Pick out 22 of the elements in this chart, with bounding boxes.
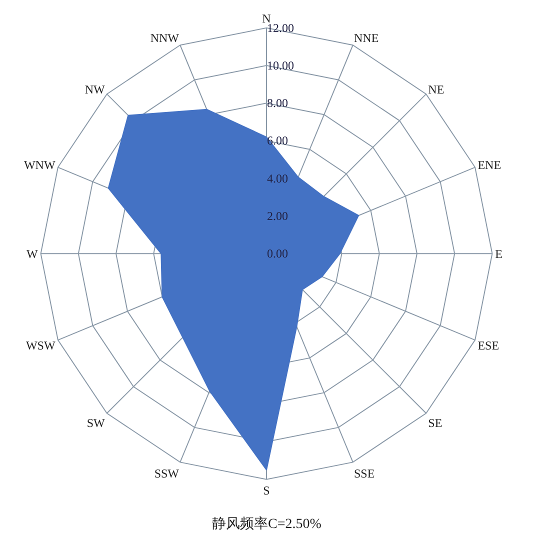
text: 静风频率C=2.50% [212,516,322,532]
spoke-label: NNW [150,30,180,45]
spoke-label: WNW [24,158,56,172]
spoke-label: E [495,246,502,261]
spoke-label: NNE [354,30,379,45]
spoke-label: ENE [478,158,502,172]
y-tick-label: 0.00 [267,246,288,261]
y-tick-label: 4.00 [267,171,288,186]
spoke-label: WSW [26,338,56,353]
spoke-label: SSW [154,466,180,481]
spoke-label: NE [428,82,444,96]
spoke-label: SW [86,416,106,430]
spoke-label: ESE [478,338,500,353]
spoke-label: W [26,246,39,261]
y-tick-label: 8.00 [267,96,288,110]
y-tick-label: 10.00 [267,58,294,72]
spoke-label: NW [84,82,106,96]
spoke-label: SE [428,416,442,430]
spoke-label: S [263,483,270,498]
spoke-label: SSE [354,466,375,481]
y-tick-label: 12.00 [267,20,294,35]
y-tick-label: 2.00 [267,208,288,223]
